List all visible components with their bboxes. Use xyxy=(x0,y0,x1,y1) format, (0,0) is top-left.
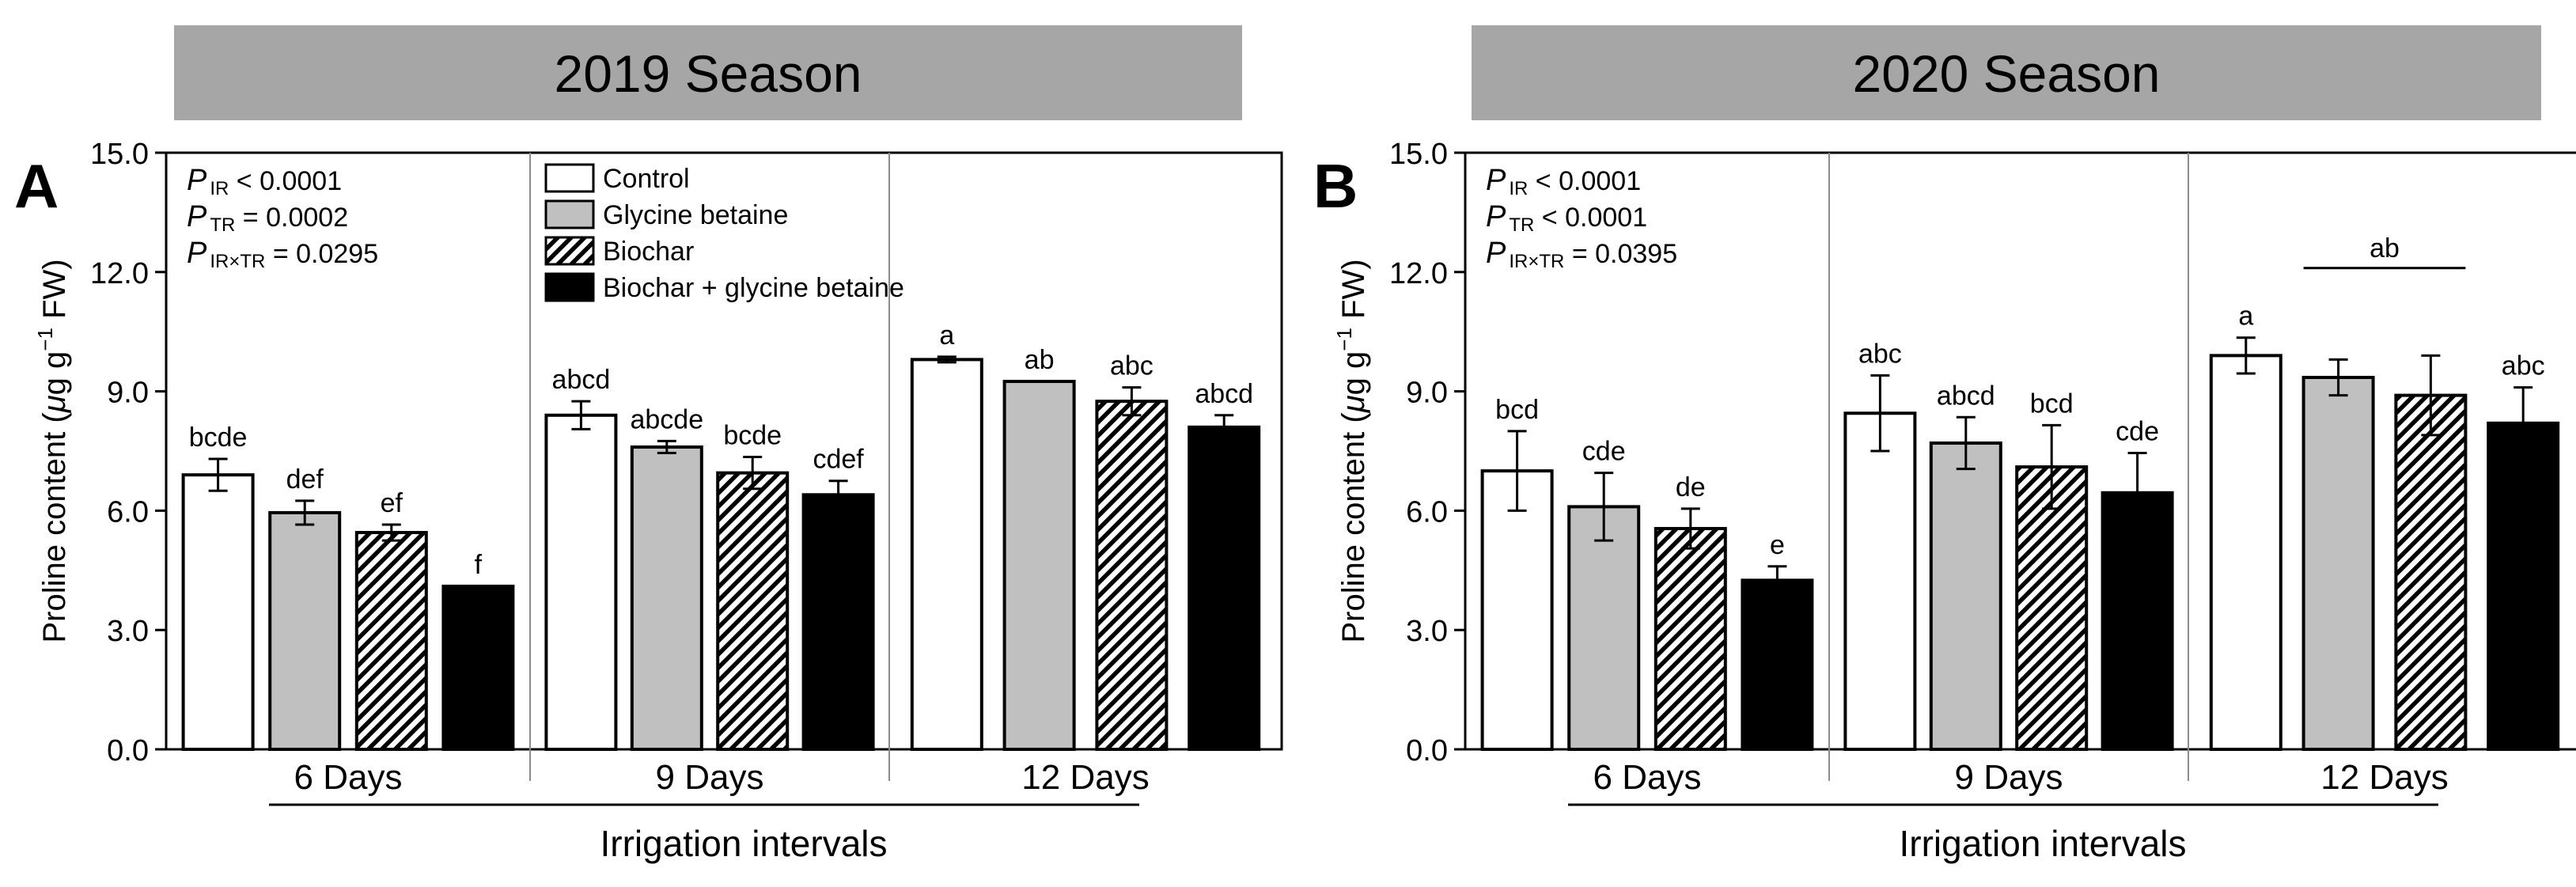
significance-letter: abcd xyxy=(552,365,611,395)
p-value-line: P IR < 0.0001 xyxy=(187,164,342,199)
significance-letter: a xyxy=(2238,301,2253,332)
bar xyxy=(1480,469,1554,752)
bar xyxy=(1654,527,1727,752)
bar xyxy=(801,493,875,751)
y-tick-label: 15.0 xyxy=(1389,138,1448,171)
y-tick-label: 0.0 xyxy=(107,734,149,768)
p-value-line: P IR < 0.0001 xyxy=(1486,164,1641,199)
x-tick-label: 9 Days xyxy=(656,758,764,797)
y-tick-label: 6.0 xyxy=(107,495,149,529)
legend-swatch xyxy=(544,199,595,229)
bar xyxy=(2209,354,2282,751)
bar xyxy=(268,510,342,751)
significance-letter: bcde xyxy=(723,421,782,451)
chart-title: 2020 Season xyxy=(1852,44,2160,103)
bar xyxy=(1567,505,1641,752)
bar xyxy=(1002,380,1076,751)
significance-letter: abc xyxy=(1110,351,1154,381)
bar xyxy=(2101,491,2174,752)
y-tick-label: 9.0 xyxy=(107,377,149,410)
y-axis-label: Proline content (μg g−1 FW) xyxy=(1332,259,1371,643)
y-tick-label: 12.0 xyxy=(90,257,149,290)
significance-letter: a xyxy=(939,320,954,351)
bar xyxy=(1095,400,1169,751)
significance-letter: ef xyxy=(381,488,403,518)
bar xyxy=(2394,393,2468,751)
significance-letter: f xyxy=(475,550,483,580)
legend-label: Biochar xyxy=(603,237,694,267)
legend-label: Control xyxy=(603,164,690,194)
chart-title: 2019 Season xyxy=(554,44,862,103)
significance-letter: abc xyxy=(1858,339,1902,369)
y-tick-label: 3.0 xyxy=(1406,615,1448,648)
y-axis-label: Proline content (μg g−1 FW) xyxy=(33,259,72,643)
significance-letter: bcd xyxy=(2030,389,2074,419)
x-tick-label: 6 Days xyxy=(1593,758,1702,797)
title-banner xyxy=(174,25,1242,120)
panel-label: B xyxy=(1313,151,1358,221)
y-tick-label: 6.0 xyxy=(1406,495,1448,529)
significance-letter: cde xyxy=(1582,437,1626,467)
significance-letter: bcd xyxy=(1495,395,1539,425)
y-tick-label: 12.0 xyxy=(1389,257,1448,290)
x-tick-label: 12 Days xyxy=(1021,758,1149,797)
significance-letter: abcde xyxy=(630,404,703,434)
p-value-line: P IR×TR = 0.0295 xyxy=(187,237,378,272)
bar xyxy=(1929,441,2002,751)
bar xyxy=(181,473,255,751)
significance-letter: abcd xyxy=(1195,379,1253,409)
y-tick-label: 0.0 xyxy=(1406,734,1448,768)
p-value-line: P IR×TR = 0.0395 xyxy=(1486,237,1677,272)
p-value-line: P TR < 0.0001 xyxy=(1486,200,1647,236)
bar xyxy=(544,413,618,751)
title-banner xyxy=(1472,25,2541,120)
legend-swatch xyxy=(544,163,595,193)
significance-letter: bcde xyxy=(189,423,248,453)
bar xyxy=(910,358,983,751)
significance-letter: abcd xyxy=(1937,381,1995,411)
chart-panel-b: 2020 Season B 0.0 3.0 6.0 9.0 12.0 15.0 Proline … xyxy=(1313,25,2576,864)
bar xyxy=(2015,465,2089,752)
significance-letter: ab xyxy=(1025,345,1055,375)
x-tick-label: 6 Days xyxy=(294,758,403,797)
bar xyxy=(2487,421,2560,752)
legend-swatch xyxy=(544,272,595,302)
significance-letter: cdef xyxy=(813,445,864,475)
significance-letter: abc xyxy=(2502,351,2545,381)
x-tick-label: 12 Days xyxy=(2320,758,2448,797)
bar xyxy=(1843,411,1917,751)
chart-panel-a: 2019 Season A 0.0 3.0 6.0 9.0 12.0 15.0 Proline … xyxy=(14,25,1283,864)
significance-letter: e xyxy=(1770,530,1785,560)
legend-label: Glycine betaine xyxy=(603,200,788,230)
bar xyxy=(1188,425,1261,752)
x-tick-label: 9 Days xyxy=(1955,758,2063,797)
significance-letter: de xyxy=(1676,472,1706,502)
legend-label: Biochar + glycine betaine xyxy=(603,273,904,303)
significance-letter: cde xyxy=(2116,417,2159,447)
bar xyxy=(716,471,790,751)
y-tick-label: 3.0 xyxy=(107,615,149,648)
x-axis-label: Irrigation intervals xyxy=(600,823,887,864)
significance-letter: def xyxy=(286,464,324,495)
bar xyxy=(441,584,515,752)
bar xyxy=(630,445,703,751)
bar xyxy=(1741,578,1814,751)
p-value-line: P TR = 0.0002 xyxy=(187,200,348,236)
bar xyxy=(354,531,428,752)
bar xyxy=(2301,376,2375,751)
legend-swatch xyxy=(544,236,595,266)
shared-significance-letter: ab xyxy=(2370,233,2400,263)
x-axis-label: Irrigation intervals xyxy=(1899,823,2186,864)
y-tick-label: 9.0 xyxy=(1406,377,1448,410)
y-tick-label: 15.0 xyxy=(90,138,149,171)
panel-label: A xyxy=(14,151,59,221)
